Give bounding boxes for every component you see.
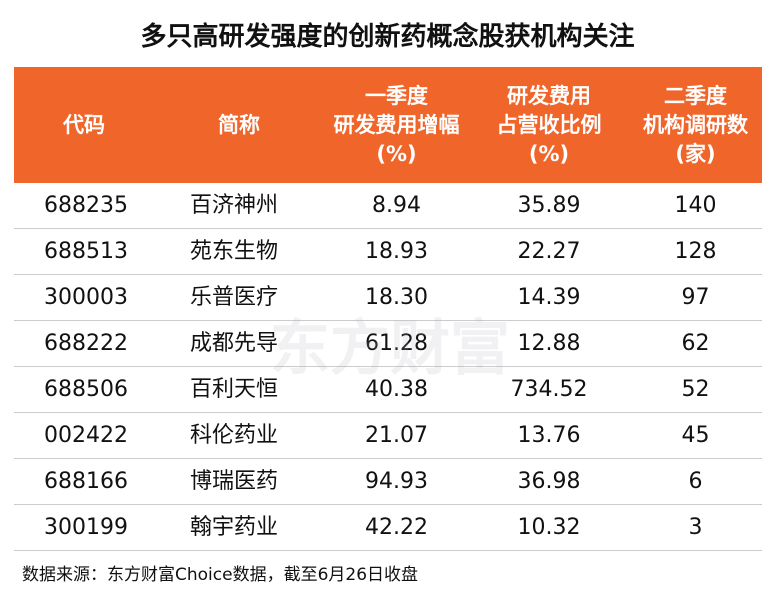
table-cell: 688513 — [44, 239, 128, 264]
table-cell: 乐普医疗 — [190, 285, 279, 310]
table-cell: 62 — [681, 331, 710, 356]
header-cell: 简称 — [154, 67, 324, 183]
header-line: (%) — [528, 141, 570, 166]
table-cell: 94.93 — [365, 469, 428, 494]
header-cell: 研发费用占营收比例 (%) — [469, 67, 629, 183]
table-row: 688506 百利天恒 40.38 734.52 52 — [14, 367, 762, 413]
table-row: 688222 成都先导 61.28 12.88 62 — [14, 321, 762, 367]
table-cell: 18.93 — [365, 239, 428, 264]
header-line: 研发费用增幅 — [333, 112, 460, 137]
table-cell: 12.88 — [517, 331, 581, 356]
table-cell: 百济神州 — [190, 193, 279, 218]
table-cell: 科伦药业 — [190, 423, 279, 448]
table-row: 688513 苑东生物 18.93 22.27 128 — [14, 229, 762, 275]
table-cell: 40.38 — [365, 377, 428, 402]
header-line: 代码 — [63, 112, 105, 137]
table-row: 300199 翰宇药业 42.22 10.32 3 — [14, 505, 762, 551]
table-header: 代码 简称 一季度研发费用增幅 (%) 研发费用占营收比例 (%) 二季度机构调研数 (家) — [14, 67, 762, 183]
table-cell: 688506 — [44, 377, 128, 402]
header-cell: 代码 — [14, 67, 154, 183]
table-cell: 52 — [681, 377, 710, 402]
table-cell: 734.52 — [510, 377, 588, 402]
table-cell: 300003 — [44, 285, 128, 310]
header-cell: 二季度机构调研数 (家) — [629, 67, 762, 183]
table-row: 002422 科伦药业 21.07 13.76 45 — [14, 413, 762, 459]
table-cell: 博瑞医药 — [190, 469, 279, 494]
header-line: 机构调研数 — [643, 112, 748, 137]
table-cell: 18.30 — [365, 285, 428, 310]
table-cell: 6 — [688, 469, 703, 494]
table-row: 688166 博瑞医药 94.93 36.98 6 — [14, 459, 762, 505]
header-line: (%) — [376, 141, 417, 166]
table-cell: 21.07 — [365, 423, 428, 448]
table-cell: 13.76 — [517, 423, 581, 448]
table-cell: 300199 — [44, 515, 128, 540]
header-line: 一季度 — [365, 83, 428, 108]
watermark: 东方财富 — [270, 314, 510, 384]
source-note: 数据来源：东方财富Choice数据，截至6月26日收盘 — [22, 565, 419, 585]
table-cell: 42.22 — [365, 515, 428, 540]
table-cell: 苑东生物 — [190, 239, 279, 264]
table-cell: 45 — [681, 423, 710, 448]
table-cell: 10.32 — [517, 515, 581, 540]
table-cell: 688235 — [44, 193, 128, 218]
table-row: 300003 乐普医疗 18.30 14.39 97 — [14, 275, 762, 321]
table-cell: 128 — [674, 239, 717, 264]
table-cell: 22.27 — [517, 239, 581, 264]
table-cell: 688166 — [44, 469, 128, 494]
table-cell: 14.39 — [517, 285, 581, 310]
table-cell: 成都先导 — [190, 331, 279, 356]
table-row: 688235 百济神州 8.94 35.89 140 — [14, 183, 762, 229]
table-cell: 3 — [688, 515, 703, 540]
table-cell: 8.94 — [372, 193, 421, 218]
header-cell: 一季度研发费用增幅 (%) — [324, 67, 469, 183]
table-cell: 36.98 — [517, 469, 581, 494]
table-cell: 35.89 — [517, 193, 581, 218]
header-line: (家) — [675, 141, 716, 166]
table-cell: 140 — [674, 193, 717, 218]
header-line: 简称 — [218, 112, 260, 137]
table-cell: 翰宇药业 — [190, 515, 279, 540]
title: 多只高研发强度的创新药概念股获机构关注 — [140, 22, 635, 52]
header-line: 二季度 — [664, 83, 727, 108]
table-cell: 百利天恒 — [190, 377, 279, 402]
table-cell: 002422 — [44, 423, 128, 448]
table-cell: 97 — [681, 285, 710, 310]
header-line: 占营收比例 — [496, 112, 602, 137]
table-cell: 61.28 — [365, 331, 428, 356]
header-line: 研发费用 — [507, 83, 591, 108]
table-cell: 688222 — [44, 331, 128, 356]
